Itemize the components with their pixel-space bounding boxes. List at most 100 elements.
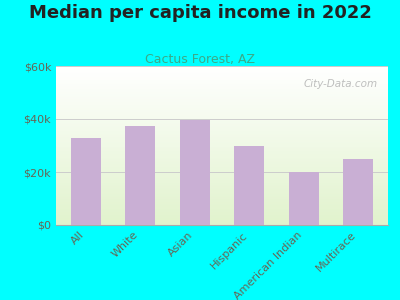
Bar (71, 137, 101, 225)
Bar (56, 101, 388, 103)
Bar (56, 107, 388, 109)
Bar (56, 182, 388, 184)
Text: City-Data.com: City-Data.com (304, 79, 378, 89)
Bar (343, 159, 373, 225)
Bar (56, 203, 388, 204)
Bar (56, 220, 388, 222)
Bar (56, 103, 388, 104)
Bar (56, 215, 388, 217)
Bar (126, 126, 155, 225)
Bar (56, 112, 388, 114)
Bar (56, 120, 388, 122)
Text: Cactus Forest, AZ: Cactus Forest, AZ (145, 52, 255, 65)
Bar (56, 206, 388, 208)
Bar (56, 136, 388, 137)
Bar (56, 204, 388, 206)
Bar (56, 174, 388, 176)
Bar (56, 83, 388, 85)
Bar (56, 68, 388, 69)
Bar (56, 82, 388, 83)
Bar (56, 117, 388, 118)
Bar (56, 161, 388, 163)
Bar (56, 166, 388, 168)
Bar (56, 122, 388, 123)
Bar (56, 76, 388, 77)
Bar (56, 92, 388, 93)
Bar (56, 147, 388, 149)
Bar (56, 130, 388, 131)
Bar (56, 77, 388, 79)
Bar (56, 208, 388, 209)
Bar (56, 125, 388, 126)
Bar (56, 93, 388, 94)
Bar (56, 144, 388, 146)
Bar (289, 172, 318, 225)
Bar (56, 185, 388, 187)
Bar (56, 109, 388, 110)
Bar (56, 115, 388, 117)
Bar (56, 155, 388, 157)
Bar (56, 169, 388, 171)
Bar (56, 90, 388, 92)
Bar (56, 94, 388, 96)
Bar (56, 133, 388, 134)
Bar (56, 106, 388, 107)
Bar (56, 157, 388, 158)
Bar (56, 69, 388, 71)
Bar (56, 184, 388, 185)
Bar (56, 98, 388, 99)
Bar (56, 87, 388, 88)
Bar (56, 123, 388, 125)
Bar (56, 128, 388, 130)
Bar (56, 104, 388, 106)
Bar (56, 152, 388, 153)
Bar (56, 134, 388, 136)
Bar (56, 139, 388, 141)
Bar (56, 211, 388, 212)
Bar (56, 158, 388, 160)
Bar (56, 195, 388, 197)
Bar (56, 79, 388, 80)
Bar (56, 85, 388, 87)
Bar (56, 188, 388, 190)
Bar (56, 154, 388, 155)
Bar (56, 96, 388, 98)
Bar (56, 209, 388, 211)
Bar (56, 171, 388, 172)
Bar (56, 179, 388, 181)
Bar (56, 71, 388, 72)
Bar (56, 114, 388, 115)
Bar (56, 126, 388, 128)
Bar (56, 217, 388, 219)
Bar (56, 110, 388, 112)
Bar (56, 149, 388, 150)
Text: Median per capita income in 2022: Median per capita income in 2022 (28, 4, 372, 22)
Bar (234, 146, 264, 225)
Bar (56, 118, 388, 120)
Bar (56, 131, 388, 133)
Bar (56, 196, 388, 198)
Bar (56, 190, 388, 192)
Bar (56, 200, 388, 201)
Bar (56, 214, 388, 215)
Bar (180, 120, 210, 225)
Bar (56, 88, 388, 90)
Bar (56, 142, 388, 144)
Bar (56, 198, 388, 200)
Bar (56, 201, 388, 203)
Bar (56, 99, 388, 101)
Bar (56, 137, 388, 139)
Bar (56, 66, 388, 68)
Bar (56, 141, 388, 142)
Bar (56, 146, 388, 147)
Bar (56, 177, 388, 179)
Bar (56, 160, 388, 161)
Bar (56, 163, 388, 165)
Bar (56, 176, 388, 177)
Bar (56, 72, 388, 74)
Bar (56, 187, 388, 188)
Bar (56, 150, 388, 152)
Bar (56, 193, 388, 195)
Bar (56, 172, 388, 174)
Bar (56, 192, 388, 193)
